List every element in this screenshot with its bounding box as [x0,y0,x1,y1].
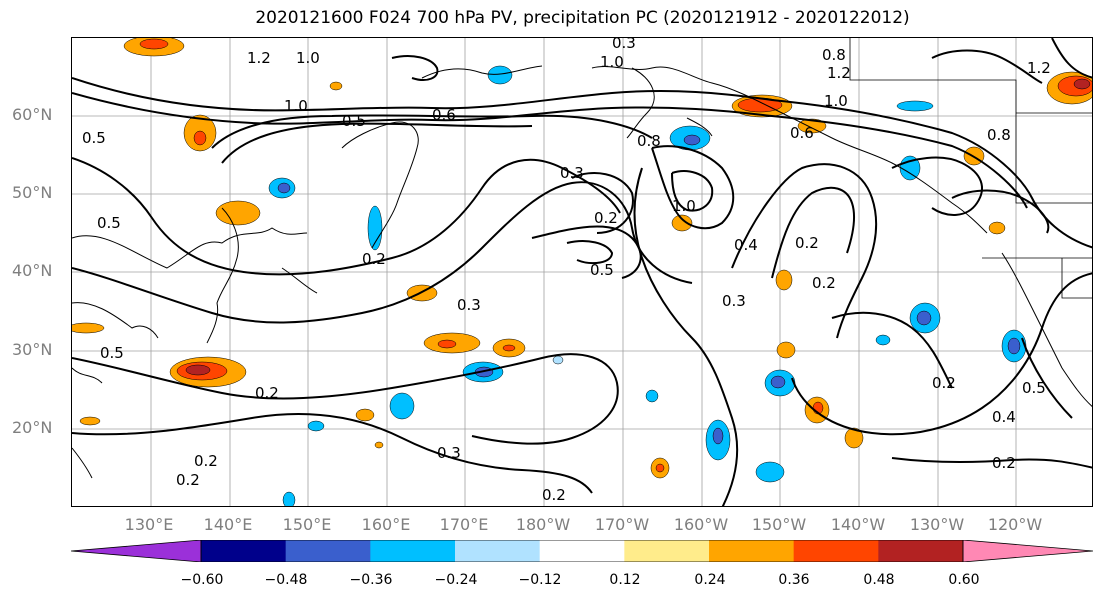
colorbar-tick-label: 0.24 [694,572,726,588]
lon-label-140e: 140°E [203,515,253,534]
contour-label: 0.4 [734,236,758,254]
contour-label: 0.3 [457,296,481,314]
colorbar-extend-high [963,540,1093,562]
colorbar-tick-label: −0.24 [434,572,478,588]
contour-label: 0.2 [932,374,956,392]
contour-label: 1.2 [247,49,271,67]
lon-label-140w: 140°W [830,515,886,534]
colorbar-bin [793,540,879,562]
contour-labels: 1.0 1.2 1.2 1.0 0.8 0.8 1.0 1.2 0.5 0.5 … [82,38,1051,504]
contour-label: 0.8 [637,132,661,150]
map-panel[interactable]: 1.0 1.2 1.2 1.0 0.8 0.8 1.0 1.2 0.5 0.5 … [71,37,1093,507]
contour-label: 0.4 [992,408,1016,426]
colorbar-bin [539,540,625,562]
lat-label-60n: 60°N [12,105,53,124]
contour-label: 0.2 [194,452,218,470]
contour-label: 1.0 [600,53,624,71]
coastlines [72,65,1092,479]
contour-label: 0.3 [612,38,636,52]
map-canvas: 1.0 1.2 1.2 1.0 0.8 0.8 1.0 1.2 0.5 0.5 … [72,38,1092,506]
contour-label: 0.5 [590,261,614,279]
contour-label: 0.2 [255,384,279,402]
lon-label-150w: 150°W [751,515,807,534]
colorbar-tick-label: −0.60 [180,572,224,588]
lon-label-120w: 120°W [987,515,1043,534]
contour-label: 0.5 [342,112,366,130]
colorbar-bin [624,540,710,562]
contour-label: 0.3 [437,444,461,462]
contour-label: 1.0 [824,92,848,110]
contour-label: 0.5 [97,214,121,232]
colorbar-tick-label: −0.48 [264,572,308,588]
contour-label: 0.3 [722,292,746,310]
lon-label-160e: 160°E [361,515,411,534]
contour-label: 0.3 [560,164,584,182]
colorbar-tick-label: −0.12 [518,572,562,588]
contour-label: 0.2 [594,209,618,227]
contour-label: 0.5 [82,129,106,147]
colorbar-tick-label: 0.48 [863,572,895,588]
colorbar-extend-low [71,540,201,562]
lat-label-50n: 50°N [12,183,53,202]
lon-label-150e: 150°E [282,515,332,534]
contour-label: 0.5 [100,344,124,362]
lat-label-40n: 40°N [12,261,53,280]
lat-label-20n: 20°N [12,418,53,437]
colorbar-bin [370,540,456,562]
colorbar-tick-label: 0.12 [609,572,641,588]
contour-label: 0.2 [795,234,819,252]
contour-label: 1.2 [827,64,851,82]
contour-label: 0.6 [432,106,456,124]
lon-label-170w: 170°W [594,515,650,534]
contour-label: 1.0 [296,49,320,67]
contour-label: 0.2 [176,471,200,489]
map-title: 2020121600 F024 700 hPa PV, precipitatio… [255,8,910,28]
colorbar-bin [455,540,541,562]
contour-label: 0.2 [362,250,386,268]
lon-label-180w: 180°W [515,515,571,534]
lat-label-30n: 30°N [12,340,53,359]
lon-label-160w: 160°W [673,515,729,534]
colorbar [71,540,1093,562]
contour-label: 0.8 [987,126,1011,144]
lon-label-130e: 130°E [124,515,174,534]
contour-label: 0.2 [812,274,836,292]
contour-label: 0.6 [790,124,814,142]
precip-shading [72,38,1092,506]
contour-label: 0.2 [992,454,1016,472]
pv-contours [72,38,1092,506]
contour-label: 0.5 [1022,379,1046,397]
colorbar-bin [201,540,287,562]
boundaries [849,38,1092,299]
lon-label-130w: 130°W [909,515,965,534]
colorbar-bin [285,540,371,562]
colorbar-tick-label: 0.36 [778,572,810,588]
colorbar-outline [200,540,964,562]
contour-label: 1.0 [672,197,696,215]
colorbar-tick-label: −0.36 [349,572,393,588]
contour-label: 0.2 [542,486,566,504]
colorbar-bin [709,540,795,562]
contour-label: 1.2 [1027,59,1051,77]
colorbar-tick-label: 0.60 [948,572,980,588]
lon-label-170e: 170°E [439,515,489,534]
colorbar-bin [878,540,964,562]
contour-label: 1.0 [284,97,308,115]
contour-label: 0.8 [822,46,846,64]
colorbar-segments [71,540,1093,562]
